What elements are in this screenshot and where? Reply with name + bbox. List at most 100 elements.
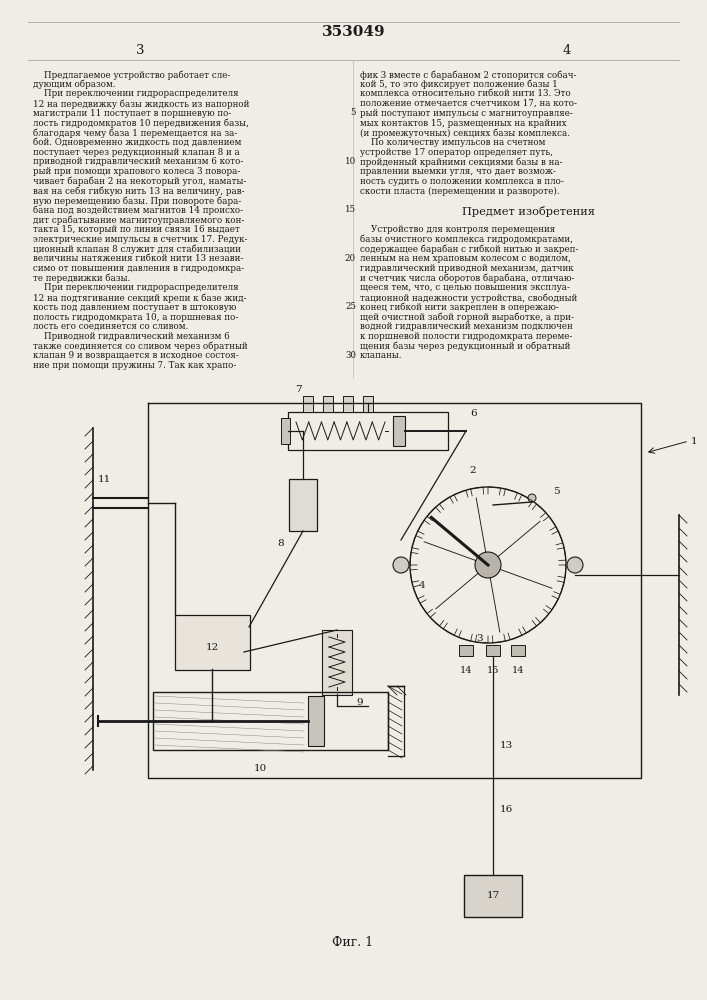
Text: симо от повышения давления в гидродомкра-: симо от повышения давления в гидродомкра…	[33, 264, 244, 273]
Text: 3: 3	[136, 44, 144, 57]
Bar	[363, 396, 373, 412]
Bar	[511, 645, 525, 656]
Bar	[175, 615, 250, 670]
Text: 11: 11	[98, 476, 111, 485]
Text: положение отмечается счетчиком 17, на кото-: положение отмечается счетчиком 17, на ко…	[360, 99, 577, 108]
Text: водной гидравлический механизм подключен: водной гидравлический механизм подключен	[360, 322, 573, 331]
Bar	[288, 412, 448, 450]
Text: мых контактов 15, размещенных на крайних: мых контактов 15, размещенных на крайних	[360, 118, 566, 127]
Bar	[459, 645, 473, 656]
Text: 6: 6	[470, 408, 477, 418]
Bar	[464, 875, 522, 917]
Text: клапаны.: клапаны.	[360, 351, 402, 360]
Text: ние при помощи пружины 7. Так как храпо-: ние при помощи пружины 7. Так как храпо-	[33, 361, 236, 370]
Text: лость его соединяется со сливом.: лость его соединяется со сливом.	[33, 322, 188, 331]
Text: устройстве 17 оператор определяет путь,: устройстве 17 оператор определяет путь,	[360, 148, 553, 157]
Bar	[322, 630, 352, 695]
Text: рый при помощи храпового колеса 3 повора-: рый при помощи храпового колеса 3 повора…	[33, 167, 240, 176]
Text: 2: 2	[469, 466, 477, 475]
Text: 8: 8	[278, 539, 284, 548]
Text: скости пласта (перемещении и развороте).: скости пласта (перемещении и развороте).	[360, 186, 560, 196]
Text: кой 5, то это фиксирует положение базы 1: кой 5, то это фиксирует положение базы 1	[360, 80, 558, 89]
Circle shape	[528, 494, 536, 502]
Text: бой. Одновременно жидкость под давлением: бой. Одновременно жидкость под давлением	[33, 138, 241, 147]
Text: бана под воздействием магнитов 14 происхо-: бана под воздействием магнитов 14 происх…	[33, 206, 243, 215]
Text: 12 на подтягивание секций крепи к базе жид-: 12 на подтягивание секций крепи к базе ж…	[33, 293, 247, 303]
Text: Фиг. 1: Фиг. 1	[332, 936, 373, 948]
Text: полость гидродомкрата 10, а поршневая по-: полость гидродомкрата 10, а поршневая по…	[33, 312, 238, 322]
Circle shape	[475, 552, 501, 578]
Text: благодаря чему база 1 перемещается на за-: благодаря чему база 1 перемещается на за…	[33, 128, 238, 138]
Text: 12: 12	[205, 643, 218, 652]
Text: и счетчик числа оборотов барабана, отличаю-: и счетчик числа оборотов барабана, отлич…	[360, 274, 575, 283]
Text: такта 15, который по линии связи 16 выдает: такта 15, который по линии связи 16 выда…	[33, 225, 240, 234]
Bar	[308, 696, 324, 746]
Bar	[343, 396, 353, 412]
Text: 15: 15	[487, 666, 499, 675]
Text: приводной гидравлический механизм 6 кото-: приводной гидравлический механизм 6 кото…	[33, 157, 243, 166]
Text: щения базы через редукционный и обратный: щения базы через редукционный и обратный	[360, 342, 571, 351]
Text: 3: 3	[477, 634, 484, 643]
Text: дит срабатывание магнитоуправляемого кон-: дит срабатывание магнитоуправляемого кон…	[33, 216, 245, 225]
Text: 1: 1	[691, 436, 698, 446]
Text: При переключении гидрораспределителя: При переключении гидрораспределителя	[33, 283, 239, 292]
Text: (и промежуточных) секциях базы комплекса.: (и промежуточных) секциях базы комплекса…	[360, 128, 570, 138]
Text: Предлагаемое устройство работает сле-: Предлагаемое устройство работает сле-	[33, 70, 230, 80]
Text: Приводной гидравлический механизм 6: Приводной гидравлический механизм 6	[33, 332, 230, 341]
Text: 14: 14	[460, 666, 472, 675]
Text: величины натяжения гибкой нити 13 незави-: величины натяжения гибкой нити 13 незави…	[33, 254, 243, 263]
Text: 25: 25	[345, 302, 356, 311]
Text: конец гибкой нити закреплен в опережаю-: конец гибкой нити закреплен в опережаю-	[360, 303, 559, 312]
Text: 4: 4	[563, 44, 571, 57]
Text: те передвижки базы.: те передвижки базы.	[33, 274, 130, 283]
Text: ную перемещению базы. При повороте бара-: ную перемещению базы. При повороте бара-	[33, 196, 241, 206]
Text: 10: 10	[345, 157, 356, 166]
Circle shape	[393, 557, 409, 573]
Bar	[323, 396, 333, 412]
Text: комплекса относительно гибкой нити 13. Это: комплекса относительно гибкой нити 13. Э…	[360, 89, 571, 98]
Text: 5: 5	[553, 487, 559, 495]
Text: рый поступают импульсы с магнитоуправляе-: рый поступают импульсы с магнитоуправляе…	[360, 109, 573, 118]
Bar	[289, 479, 317, 531]
Text: поступает через редукционный клапан 8 и а: поступает через редукционный клапан 8 и …	[33, 148, 240, 157]
Text: содержащее барабан с гибкой нитью и закреп-: содержащее барабан с гибкой нитью и закр…	[360, 245, 578, 254]
Text: тационной надежности устройства, свободный: тационной надежности устройства, свободн…	[360, 293, 577, 303]
Text: Устройство для контроля перемещения: Устройство для контроля перемещения	[360, 225, 555, 234]
Bar	[281, 418, 290, 444]
Text: 9: 9	[356, 698, 363, 707]
Text: дующим образом.: дующим образом.	[33, 80, 115, 89]
Text: гидравлический приводной механизм, датчик: гидравлический приводной механизм, датчи…	[360, 264, 573, 273]
Text: ленным на нем храповым колесом с водилом,: ленным на нем храповым колесом с водилом…	[360, 254, 571, 263]
Text: 15: 15	[345, 205, 356, 214]
Text: кость под давлением поступает в штоковую: кость под давлением поступает в штоковую	[33, 303, 236, 312]
Bar	[393, 416, 405, 446]
Text: правлении выемки угля, что дает возмож-: правлении выемки угля, что дает возмож-	[360, 167, 556, 176]
Text: 12 на передвижку базы жидкость из напорной: 12 на передвижку базы жидкость из напорн…	[33, 99, 250, 109]
Text: 20: 20	[345, 254, 356, 263]
Text: также соединяется со сливом через обратный: также соединяется со сливом через обратн…	[33, 342, 247, 351]
Text: щееся тем, что, с целью повышения эксплуа-: щееся тем, что, с целью повышения эксплу…	[360, 283, 570, 292]
Text: 16: 16	[500, 806, 513, 814]
Text: По количеству импульсов на счетном: По количеству импульсов на счетном	[360, 138, 545, 147]
Text: 7: 7	[295, 385, 301, 394]
Bar	[486, 645, 500, 656]
Text: вая на себя гибкую нить 13 на величину, рав-: вая на себя гибкую нить 13 на величину, …	[33, 186, 245, 196]
Text: 4: 4	[419, 580, 426, 589]
Bar	[153, 692, 388, 750]
Text: 17: 17	[486, 892, 500, 900]
Text: чивает барабан 2 на некоторый угол, наматы-: чивает барабан 2 на некоторый угол, нама…	[33, 177, 246, 186]
Text: базы очистного комплекса гидродомкратами,: базы очистного комплекса гидродомкратами…	[360, 235, 573, 244]
Text: клапан 9 и возвращается в исходное состоя-: клапан 9 и возвращается в исходное состо…	[33, 351, 239, 360]
Text: 14: 14	[512, 666, 525, 675]
Text: 353049: 353049	[322, 25, 385, 39]
Text: 10: 10	[253, 764, 267, 773]
Text: Предмет изобретения: Предмет изобретения	[462, 206, 595, 217]
Bar	[303, 396, 313, 412]
Text: При переключении гидрораспределителя: При переключении гидрораспределителя	[33, 89, 239, 98]
Text: 13: 13	[500, 740, 513, 750]
Text: пройденный крайними секциями базы в на-: пройденный крайними секциями базы в на-	[360, 157, 563, 167]
Text: 5: 5	[351, 108, 356, 117]
Text: 30: 30	[345, 351, 356, 360]
Text: щей очистной забой горной выработке, а при-: щей очистной забой горной выработке, а п…	[360, 312, 574, 322]
Text: фик 3 вместе с барабаном 2 стопорится собач-: фик 3 вместе с барабаном 2 стопорится со…	[360, 70, 576, 80]
